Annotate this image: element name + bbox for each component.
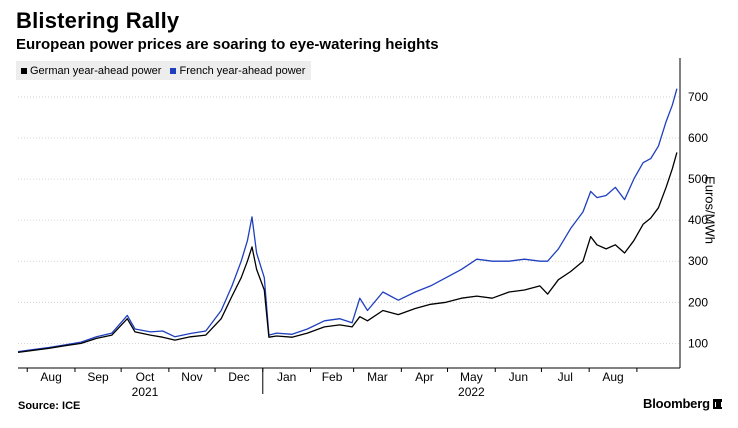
x-tick-label: Jun	[509, 370, 528, 384]
x-tick-label: Aug	[40, 370, 61, 384]
x-tick-label: May	[460, 370, 483, 384]
legend-label-german: German year-ahead power	[30, 64, 162, 77]
y-tick-label: 500	[688, 172, 708, 186]
legend-label-french: French year-ahead power	[179, 64, 306, 77]
x-tick-label: Jan	[277, 370, 296, 384]
grid-lines	[18, 96, 680, 344]
legend-swatch-german	[21, 67, 27, 74]
x-tick-labels: Aug Sep Oct Nov Dec Jan Feb Mar Apr May Jun Jul Aug 2…	[26, 368, 638, 399]
x-tick-label: Jul	[558, 370, 573, 384]
y-tick-label: 300	[688, 254, 708, 268]
year-label: 2022	[458, 385, 485, 399]
y-tick-label: 700	[688, 90, 708, 104]
source-note: Source: ICE	[18, 400, 81, 412]
chart-title: Blistering Rally	[16, 8, 180, 33]
brand-logo: Bloomberg	[643, 396, 722, 411]
chart-subtitle: European power prices are soaring to eye…	[16, 36, 439, 53]
legend-item-german: German year-ahead power	[21, 65, 161, 77]
series-line-german	[17, 152, 678, 354]
legend: German year-ahead power French year-ahea…	[16, 61, 312, 80]
y-tick-label: 600	[688, 131, 708, 145]
series-lines	[17, 88, 678, 354]
x-tick-label: Oct	[136, 370, 155, 384]
x-tick-label: Aug	[602, 370, 623, 384]
legend-swatch-french	[170, 67, 177, 74]
axes	[18, 58, 681, 369]
brand-name: Bloomberg	[643, 396, 710, 411]
y-axis-label: Euros/MWh	[702, 176, 718, 244]
x-tick-label: Nov	[181, 370, 202, 384]
legend-item-french: French year-ahead power	[170, 65, 305, 77]
x-tick-label: Apr	[415, 370, 434, 384]
year-label: 2021	[132, 385, 159, 399]
bloomberg-mark-icon	[712, 398, 722, 409]
x-tick-label: Mar	[367, 370, 388, 384]
y-tick-labels: 100 200 300 400 500 600 700	[688, 90, 708, 350]
y-tick-label: 200	[688, 295, 708, 309]
x-tick-label: Sep	[87, 370, 109, 384]
x-tick-label: Feb	[322, 370, 343, 384]
x-tick-label: Dec	[228, 370, 249, 384]
series-line-french	[17, 88, 678, 353]
y-tick-label: 400	[688, 213, 708, 227]
y-tick-label: 100	[688, 336, 708, 350]
